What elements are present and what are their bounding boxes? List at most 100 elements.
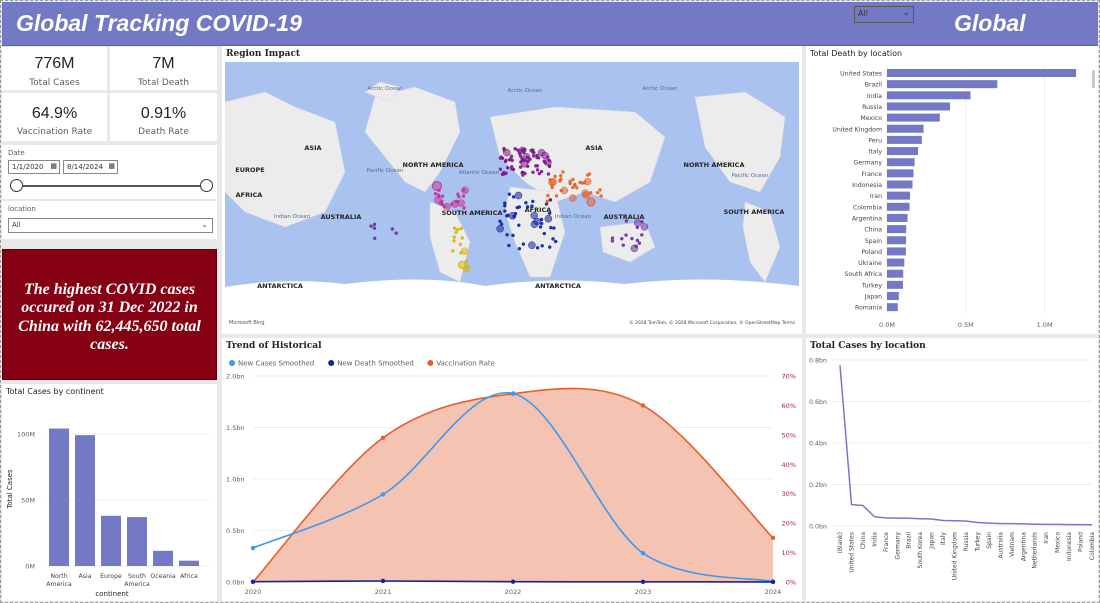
continent-bar[interactable] (153, 550, 173, 566)
map-bubble[interactable] (630, 244, 639, 253)
series-point[interactable] (770, 535, 776, 541)
death-bar[interactable] (887, 202, 910, 211)
date-range-slider-track[interactable] (16, 185, 206, 187)
cases-location-line[interactable] (839, 365, 1093, 526)
map-bubble[interactable] (464, 260, 468, 264)
kpi-total-death[interactable]: 7M Total Death (110, 47, 217, 90)
start-date-input[interactable]: 1/1/2020 ▦ (8, 160, 60, 174)
continent-bar[interactable] (101, 515, 121, 566)
map-bubble[interactable] (575, 186, 579, 190)
series-point[interactable] (380, 435, 386, 440)
map-bubble[interactable] (498, 167, 503, 171)
series-point[interactable] (380, 578, 386, 584)
map-bubble[interactable] (524, 201, 528, 205)
map-bubble[interactable] (452, 239, 456, 243)
map-bubble[interactable] (547, 245, 552, 249)
region-impact-map[interactable]: Arctic Ocean Arctic Ocean Arctic Ocean EURO… (225, 62, 799, 330)
map-bubble[interactable] (433, 191, 438, 196)
continent-bar[interactable] (49, 428, 69, 566)
map-bubble[interactable] (500, 156, 505, 161)
map-bubble[interactable] (496, 224, 504, 233)
map-bubble[interactable] (372, 222, 377, 227)
map-bubble[interactable] (533, 217, 541, 226)
map-bubble[interactable] (582, 191, 590, 199)
date-range-end-handle[interactable] (200, 179, 213, 192)
map-bubble[interactable] (506, 213, 510, 217)
map-bubble[interactable] (544, 214, 553, 223)
location-dropdown[interactable]: All ⌄ (8, 218, 213, 233)
death-bar[interactable] (887, 258, 905, 267)
map-bubble[interactable] (598, 188, 602, 192)
death-bar[interactable] (887, 247, 906, 256)
map-bubble[interactable] (550, 185, 554, 190)
death-bar[interactable] (887, 169, 914, 178)
end-date-input[interactable]: 8/14/2024 ▦ (63, 160, 118, 174)
continent-bar[interactable] (179, 560, 199, 566)
series-point[interactable] (510, 579, 516, 584)
series-point[interactable] (770, 579, 776, 585)
series-point[interactable] (640, 403, 646, 408)
map-bubble[interactable] (583, 177, 592, 186)
map-bubble[interactable] (451, 249, 455, 253)
map-bubble[interactable] (511, 233, 515, 238)
map-bubble[interactable] (452, 226, 457, 230)
map-bubble[interactable] (454, 199, 458, 203)
map-bubble[interactable] (624, 233, 628, 237)
map-bubble[interactable] (503, 159, 508, 164)
map-bubble[interactable] (553, 174, 557, 179)
map-bubble[interactable] (571, 185, 575, 190)
map-bubble[interactable] (459, 226, 463, 231)
map-bubble[interactable] (519, 160, 523, 164)
death-bar[interactable] (887, 225, 907, 234)
map-bubble[interactable] (554, 194, 559, 198)
death-bar[interactable] (887, 191, 911, 200)
map-bubble[interactable] (559, 188, 564, 193)
kpi-vaccination-rate[interactable]: 64.9% Vaccination Rate (2, 93, 107, 141)
death-bar[interactable] (887, 124, 924, 133)
map-bubble[interactable] (466, 265, 470, 269)
map-bubble[interactable] (518, 154, 523, 158)
map-bubble[interactable] (542, 231, 547, 236)
deaths-by-location-chart[interactable]: 0.0M 0.5M 1.0M United States Brazil India Russ… (806, 46, 1098, 334)
map-bubble[interactable] (437, 194, 441, 199)
map-bubble[interactable] (513, 211, 518, 216)
map-bubble[interactable] (573, 183, 577, 188)
map-bubble[interactable] (438, 201, 443, 206)
series-point[interactable] (510, 391, 516, 396)
map-bubble[interactable] (505, 233, 509, 237)
map-bubble[interactable] (568, 181, 572, 186)
death-bar[interactable] (887, 292, 899, 300)
map-bubble[interactable] (548, 198, 553, 202)
map-bubble[interactable] (432, 181, 442, 191)
map-bubble[interactable] (498, 219, 502, 224)
map-bubble[interactable] (630, 236, 634, 241)
map-bubble[interactable] (504, 171, 508, 175)
map-bubble[interactable] (535, 246, 540, 250)
death-bar[interactable] (887, 91, 971, 100)
map-bubble[interactable] (502, 148, 506, 152)
map-bubble[interactable] (369, 224, 373, 228)
series-point[interactable] (250, 545, 256, 551)
map-bubble[interactable] (569, 194, 577, 202)
map-bubble[interactable] (546, 193, 550, 198)
map-bubble[interactable] (571, 177, 575, 182)
map-bubble[interactable] (372, 226, 377, 230)
map-bubble[interactable] (587, 172, 592, 176)
map-bubble[interactable] (621, 243, 626, 247)
map-bubble[interactable] (559, 177, 563, 181)
death-bar[interactable] (887, 158, 915, 167)
map-bubble[interactable] (461, 194, 466, 198)
map-bubble[interactable] (456, 192, 460, 196)
map-bubble[interactable] (390, 227, 395, 231)
death-bar[interactable] (887, 280, 903, 289)
map-bubble[interactable] (511, 195, 516, 199)
death-bar[interactable] (887, 113, 940, 122)
map-bubble[interactable] (620, 236, 624, 241)
series-point[interactable] (640, 550, 646, 556)
series-point[interactable] (380, 492, 386, 497)
map-bubble[interactable] (516, 148, 520, 152)
death-bar[interactable] (887, 69, 1077, 77)
map-bubble[interactable] (640, 233, 644, 237)
map-bubble[interactable] (459, 251, 463, 255)
